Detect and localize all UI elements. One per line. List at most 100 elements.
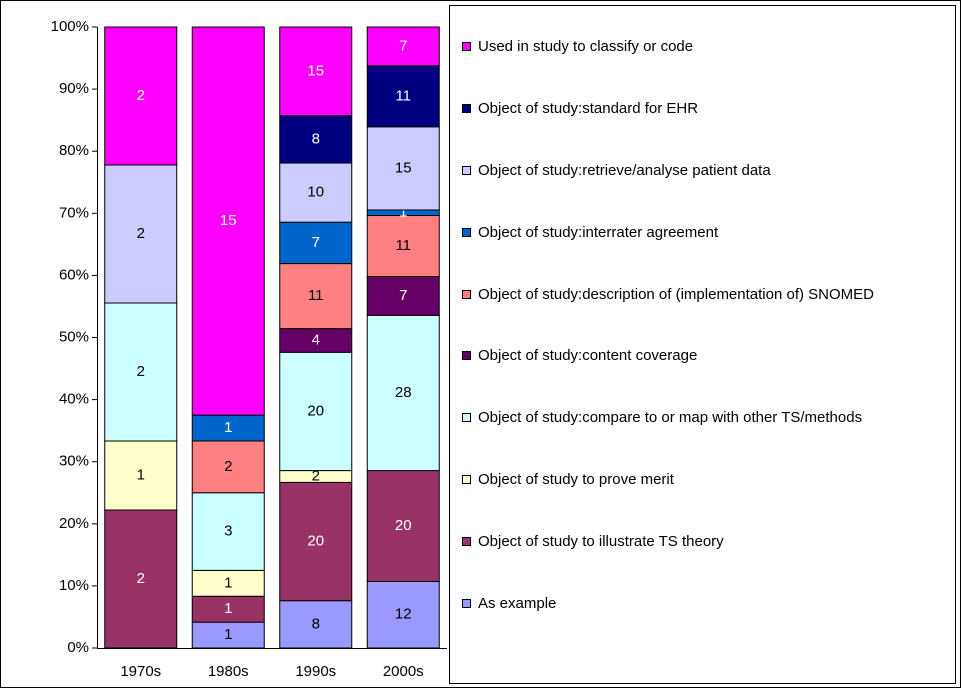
legend-item: Object of study:compare to or map with o… (462, 409, 932, 427)
bar-segment (191, 492, 265, 571)
bar-segment (279, 600, 353, 649)
legend-label: Object of study:standard for EHR (478, 100, 699, 117)
legend-item: Used in study to classify or code (462, 38, 932, 56)
data-label: 1 (224, 626, 232, 643)
bar-segment (279, 221, 353, 265)
bar-segment (366, 580, 440, 649)
legend-label: Object of study:content coverage (478, 347, 698, 364)
bar-segment (279, 351, 353, 472)
y-tick-label: 50% (59, 328, 89, 345)
x-tick-label: 1980s (208, 663, 249, 680)
data-label: 12 (395, 606, 412, 623)
data-label: 7 (312, 234, 320, 251)
y-tick-label: 30% (59, 453, 89, 470)
data-label: 2 (312, 467, 320, 484)
x-tick-label: 1970s (120, 663, 161, 680)
legend-item: As example (462, 595, 932, 613)
y-tick-label: 100% (51, 18, 89, 35)
legend-swatch (462, 228, 471, 237)
bar-segment (366, 314, 440, 472)
data-label: 2 (137, 87, 145, 104)
legend-item: Object of study to illustrate TS theory (462, 533, 932, 551)
data-label: 15 (220, 212, 237, 229)
bar-segment (279, 481, 353, 602)
legend-item: Object of study:description of (implemen… (462, 286, 932, 304)
data-label: 7 (399, 287, 407, 304)
data-label: 1 (137, 466, 145, 483)
y-tick-label: 80% (59, 142, 89, 159)
data-label: 15 (395, 159, 412, 176)
data-label: 1 (224, 600, 232, 617)
legend-label: As example (478, 595, 557, 612)
bar-segment (279, 115, 353, 164)
legend-label: Object of study:retrieve/analyse patient… (478, 162, 771, 179)
bar-segment (104, 302, 178, 442)
data-label: 11 (395, 237, 411, 254)
legend-label: Object of study:compare to or map with o… (478, 409, 863, 426)
legend-item: Object of study:interrater agreement (462, 224, 932, 242)
data-label: 20 (307, 402, 324, 419)
data-label: 3 (224, 523, 232, 540)
bar-segment (104, 440, 178, 511)
data-label: 4 (312, 331, 320, 348)
data-label: 2 (137, 570, 145, 587)
y-tick-label: 90% (59, 80, 89, 97)
legend-label: Object of study to illustrate TS theory (478, 533, 724, 550)
bar-segment (366, 276, 440, 316)
legend-item: Object of study:standard for EHR (462, 100, 932, 118)
bar-segment (366, 215, 440, 278)
data-label: 2 (137, 363, 145, 380)
bar-segment (191, 26, 265, 416)
bar-segment (104, 164, 178, 304)
y-tick-label: 60% (59, 266, 89, 283)
bar-segment (366, 470, 440, 582)
data-label: 1 (224, 419, 232, 436)
data-label: 8 (312, 130, 320, 147)
y-tick-label: 70% (59, 204, 89, 221)
y-tick-label: 20% (59, 515, 89, 532)
legend-swatch (462, 104, 471, 113)
data-label: 2 (137, 225, 145, 242)
y-tick-label: 10% (59, 577, 89, 594)
bar-segment (191, 440, 265, 494)
data-label: 10 (307, 184, 324, 201)
data-label: 8 (312, 615, 320, 632)
legend-swatch (462, 599, 471, 608)
data-label: 11 (395, 87, 411, 104)
legend-label: Object of study:description of (implemen… (478, 286, 874, 303)
legend-item: Object of study:retrieve/analyse patient… (462, 162, 932, 180)
data-label: 1 (399, 204, 407, 221)
legend-label: Object of study to prove merit (478, 471, 674, 488)
legend-swatch (462, 537, 471, 546)
data-label: 28 (395, 384, 412, 401)
x-tick-label: 1990s (295, 663, 336, 680)
bar-segment (279, 263, 353, 330)
bar-segment (104, 26, 178, 166)
data-label: 15 (307, 62, 324, 79)
bar-segment (191, 414, 265, 442)
legend-swatch (462, 351, 471, 360)
y-tick-label: 0% (67, 639, 89, 656)
legend-label: Used in study to classify or code (478, 38, 694, 55)
legend-swatch (462, 166, 471, 175)
bar-segment (279, 26, 353, 117)
legend-swatch (462, 475, 471, 484)
bar-segment (366, 126, 440, 211)
data-label: 20 (395, 517, 412, 534)
y-tick-label: 40% (59, 391, 89, 408)
data-label: 2 (224, 458, 232, 475)
legend: As example Object of study to illustrate … (449, 5, 956, 684)
bar-segment (191, 595, 265, 623)
legend-item: Object of study:content coverage (462, 347, 932, 365)
legend-swatch (462, 413, 471, 422)
legend-swatch (462, 290, 471, 299)
legend-item: Object of study to prove merit (462, 471, 932, 489)
x-tick-label: 2000s (383, 663, 424, 680)
legend-swatch (462, 42, 471, 51)
legend-label: Object of study:interrater agreement (478, 224, 719, 241)
data-label: 20 (307, 533, 324, 550)
data-label: 7 (399, 37, 407, 54)
data-label: 1 (224, 574, 232, 591)
